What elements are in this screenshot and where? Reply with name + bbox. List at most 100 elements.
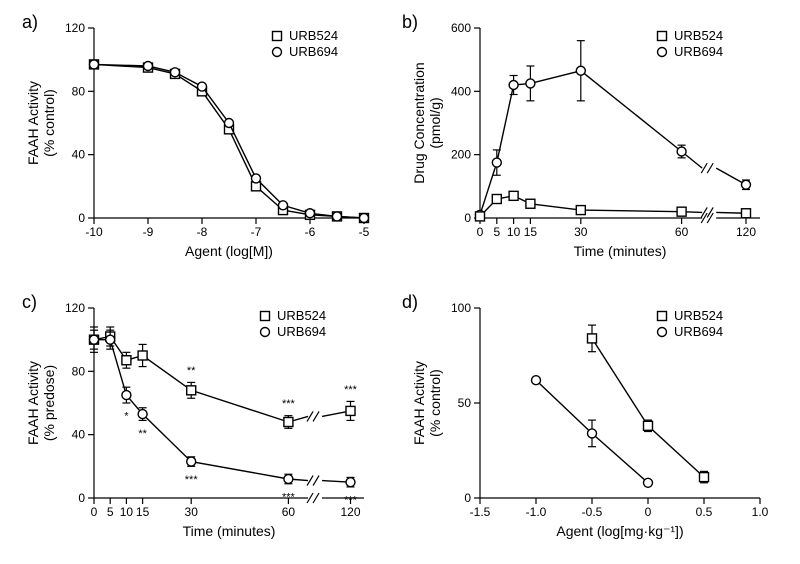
x-tick-label: 30 bbox=[574, 225, 588, 239]
marker-URB694 bbox=[252, 174, 261, 183]
x-tick-label: 60 bbox=[675, 225, 689, 239]
panel-label-c: c) bbox=[22, 292, 37, 313]
x-axis-title: Agent (log[M]) bbox=[185, 243, 273, 259]
marker-URB694 bbox=[306, 209, 315, 218]
y-tick-label: 80 bbox=[72, 364, 86, 378]
marker-URB694 bbox=[509, 81, 518, 90]
x-tick-label: 120 bbox=[736, 225, 756, 239]
marker-URB694 bbox=[360, 214, 369, 223]
y-axis-title: (pmol/g) bbox=[427, 97, 443, 148]
series-line-URB524 bbox=[592, 338, 704, 477]
marker-URB694 bbox=[171, 68, 180, 77]
x-tick-label: -5 bbox=[359, 225, 370, 239]
series-line-URB524 bbox=[94, 337, 288, 423]
legend-label-URB694: URB694 bbox=[674, 44, 723, 59]
marker-URB694 bbox=[279, 201, 288, 210]
panel-svg-a: 04080120-10-9-8-7-6-5Agent (log[M])FAAH … bbox=[22, 6, 400, 276]
x-tick-label: -0.5 bbox=[582, 505, 603, 519]
y-tick-label: 80 bbox=[72, 84, 86, 98]
x-tick-label: 0 bbox=[91, 505, 98, 519]
x-tick-label: -7 bbox=[251, 225, 262, 239]
significance-marker: ** bbox=[187, 365, 196, 377]
legend-marker-URB694 bbox=[273, 48, 282, 57]
x-tick-label: 10 bbox=[120, 505, 134, 519]
panel-label-a: a) bbox=[22, 12, 38, 33]
panel-label-d: d) bbox=[402, 292, 418, 313]
marker-URB694 bbox=[90, 335, 99, 344]
legend-marker-URB524 bbox=[273, 32, 282, 41]
legend-marker-URB694 bbox=[261, 328, 270, 337]
y-axis-title: (% predose) bbox=[41, 365, 57, 441]
x-axis-title: Time (minutes) bbox=[183, 523, 276, 539]
y-tick-label: 400 bbox=[451, 84, 471, 98]
x-tick-label: -9 bbox=[143, 225, 154, 239]
panel-c: c)040801200510153060120Time (minutes)FAA… bbox=[22, 286, 400, 556]
marker-URB524 bbox=[187, 386, 196, 395]
marker-URB694 bbox=[90, 60, 99, 69]
legend-marker-URB694 bbox=[658, 328, 667, 337]
marker-URB694 bbox=[122, 391, 131, 400]
y-tick-label: 40 bbox=[72, 428, 86, 442]
marker-URB694 bbox=[588, 429, 597, 438]
marker-URB694 bbox=[492, 158, 501, 167]
significance-marker: *** bbox=[282, 398, 296, 410]
series-line-URB694 bbox=[94, 64, 364, 218]
marker-URB524 bbox=[742, 209, 751, 218]
significance-marker: *** bbox=[344, 494, 358, 506]
y-axis-title-group: FAAH Activity(% predose) bbox=[25, 361, 57, 445]
y-tick-label: 50 bbox=[458, 396, 472, 410]
marker-URB524 bbox=[122, 356, 131, 365]
legend-label-URB524: URB524 bbox=[674, 308, 723, 323]
y-axis-title-group: FAAH Activity(% control) bbox=[411, 361, 443, 445]
x-tick-label: 60 bbox=[282, 505, 296, 519]
significance-marker: *** bbox=[185, 474, 199, 486]
legend-marker-URB524 bbox=[658, 312, 667, 321]
marker-URB524 bbox=[644, 421, 653, 430]
x-tick-label: -6 bbox=[305, 225, 316, 239]
legend-label-URB694: URB694 bbox=[289, 44, 338, 59]
panel-d: d)050100-1.5-1.0-0.500.51.0Agent (log[mg… bbox=[402, 286, 798, 556]
marker-URB694 bbox=[333, 212, 342, 221]
marker-URB694 bbox=[532, 376, 541, 385]
legend-marker-URB524 bbox=[261, 312, 270, 321]
marker-URB524 bbox=[526, 199, 535, 208]
marker-URB694 bbox=[346, 478, 355, 487]
marker-URB524 bbox=[700, 473, 709, 482]
marker-URB524 bbox=[576, 206, 585, 215]
marker-URB694 bbox=[284, 475, 293, 484]
marker-URB524 bbox=[476, 212, 485, 221]
significance-marker: ** bbox=[138, 428, 147, 440]
marker-URB524 bbox=[492, 195, 501, 204]
legend-label-URB524: URB524 bbox=[289, 28, 338, 43]
x-tick-label: -1.5 bbox=[470, 505, 491, 519]
y-tick-label: 0 bbox=[464, 211, 471, 225]
marker-URB694 bbox=[106, 335, 115, 344]
y-axis-title-group: Drug Concentration(pmol/g) bbox=[411, 62, 443, 183]
y-tick-label: 0 bbox=[78, 211, 85, 225]
panel-svg-d: 050100-1.5-1.0-0.500.51.0Agent (log[mg·k… bbox=[402, 286, 798, 556]
marker-URB694 bbox=[576, 66, 585, 75]
marker-URB524 bbox=[509, 191, 518, 200]
marker-URB694 bbox=[225, 119, 234, 128]
panel-label-b: b) bbox=[402, 12, 418, 33]
legend-marker-URB694 bbox=[658, 48, 667, 57]
y-axis-title: Drug Concentration bbox=[411, 62, 427, 183]
y-axis-title: FAAH Activity bbox=[25, 81, 41, 165]
marker-URB694 bbox=[144, 62, 153, 71]
significance-marker: *** bbox=[282, 491, 296, 503]
y-tick-label: 100 bbox=[451, 301, 471, 315]
y-tick-label: 40 bbox=[72, 148, 86, 162]
marker-URB694 bbox=[187, 457, 196, 466]
y-tick-label: 120 bbox=[65, 21, 85, 35]
marker-URB524 bbox=[346, 406, 355, 415]
x-tick-label: 10 bbox=[507, 225, 521, 239]
marker-URB524 bbox=[138, 351, 147, 360]
marker-URB694 bbox=[644, 478, 653, 487]
x-axis-title: Time (minutes) bbox=[574, 243, 667, 259]
panel-svg-b: 02004006000510153060120Time (minutes)Dru… bbox=[402, 6, 798, 276]
legend-marker-URB524 bbox=[658, 32, 667, 41]
y-tick-label: 600 bbox=[451, 21, 471, 35]
x-axis-title: Agent (log[mg·kg⁻¹]) bbox=[556, 523, 683, 539]
x-tick-label: 30 bbox=[185, 505, 199, 519]
x-tick-label: 15 bbox=[136, 505, 150, 519]
